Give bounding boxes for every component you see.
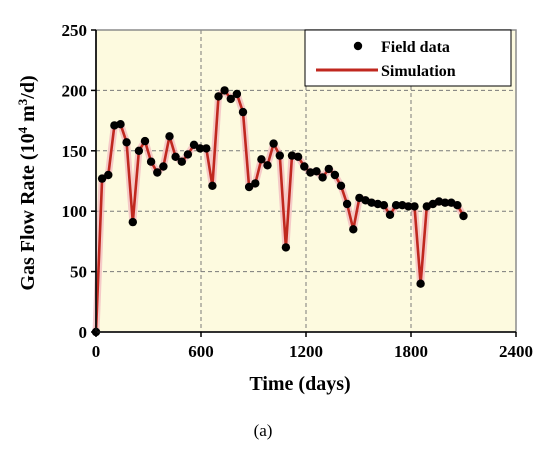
field-data-point (312, 167, 321, 176)
field-data-point (336, 181, 346, 190)
field-data-point (183, 150, 193, 159)
field-data-point (281, 243, 291, 252)
field-data-point (202, 144, 211, 153)
field-data-point (440, 198, 450, 207)
field-data-point (104, 170, 113, 180)
y-tick-label: 50 (70, 263, 87, 282)
panel-label: (a) (254, 421, 273, 440)
legend-field-label: Field data (381, 39, 450, 56)
field-data-point (159, 162, 168, 171)
y-tick-label: 200 (62, 81, 88, 100)
x-tick-label: 600 (188, 342, 214, 361)
field-data-point (134, 146, 144, 155)
field-data-point (195, 144, 205, 153)
field-data-point (453, 201, 462, 210)
field-data-point (330, 170, 340, 180)
field-data-point (116, 120, 125, 129)
field-data-point (379, 201, 389, 210)
field-data-point (153, 168, 162, 177)
field-data-point (189, 140, 199, 149)
x-tick-label: 2400 (499, 342, 533, 361)
field-data-point (214, 92, 223, 101)
field-data-point (416, 279, 425, 288)
field-data-point (349, 225, 358, 234)
field-data-point (318, 173, 327, 182)
y-axis-title: Gas Flow Rate (104 m3/d) (15, 75, 39, 290)
y-tick-label: 150 (62, 142, 88, 161)
legend-field-marker (353, 41, 363, 51)
y-tick-label: 100 (62, 202, 88, 221)
field-data-point (257, 155, 266, 164)
x-tick-label: 1800 (394, 342, 428, 361)
legend: Field data Simulation (304, 29, 512, 87)
field-data-point (238, 107, 248, 117)
field-data-point (177, 157, 186, 166)
field-data-point (232, 89, 242, 99)
field-data-point (122, 138, 131, 147)
x-tick-label: 1200 (289, 342, 323, 361)
field-data-point (459, 211, 468, 221)
field-data-point (324, 164, 333, 174)
field-data-point (269, 139, 278, 148)
field-data-point (275, 151, 284, 160)
field-data-point (208, 181, 217, 190)
field-data-point (165, 132, 174, 141)
field-data-point (293, 152, 303, 161)
field-data-point (146, 157, 156, 166)
field-data-point (391, 201, 401, 210)
legend-box (304, 29, 512, 87)
field-data-point (140, 136, 150, 146)
field-data-point (220, 86, 229, 95)
field-data-point (171, 152, 180, 161)
field-data-point (97, 174, 107, 183)
field-data-point (128, 217, 137, 227)
y-tick-label: 0 (79, 323, 88, 342)
x-tick-label: 0 (92, 342, 101, 361)
legend-simulation-label: Simulation (381, 63, 456, 80)
field-data-point (342, 199, 352, 209)
field-data-point (404, 202, 413, 211)
field-data-point (300, 162, 309, 171)
field-data-point (226, 94, 235, 104)
axis-ticks: 0 50 100 150 200 250 0 600 1200 1800 2400 (62, 21, 534, 361)
field-data-point (385, 210, 395, 219)
field-data-point (263, 161, 272, 170)
x-axis-title: Time (days) (249, 373, 350, 395)
field-data-point (251, 179, 260, 188)
y-tick-label: 250 (62, 21, 88, 40)
field-data-point (244, 182, 254, 192)
field-data-point (410, 202, 419, 211)
